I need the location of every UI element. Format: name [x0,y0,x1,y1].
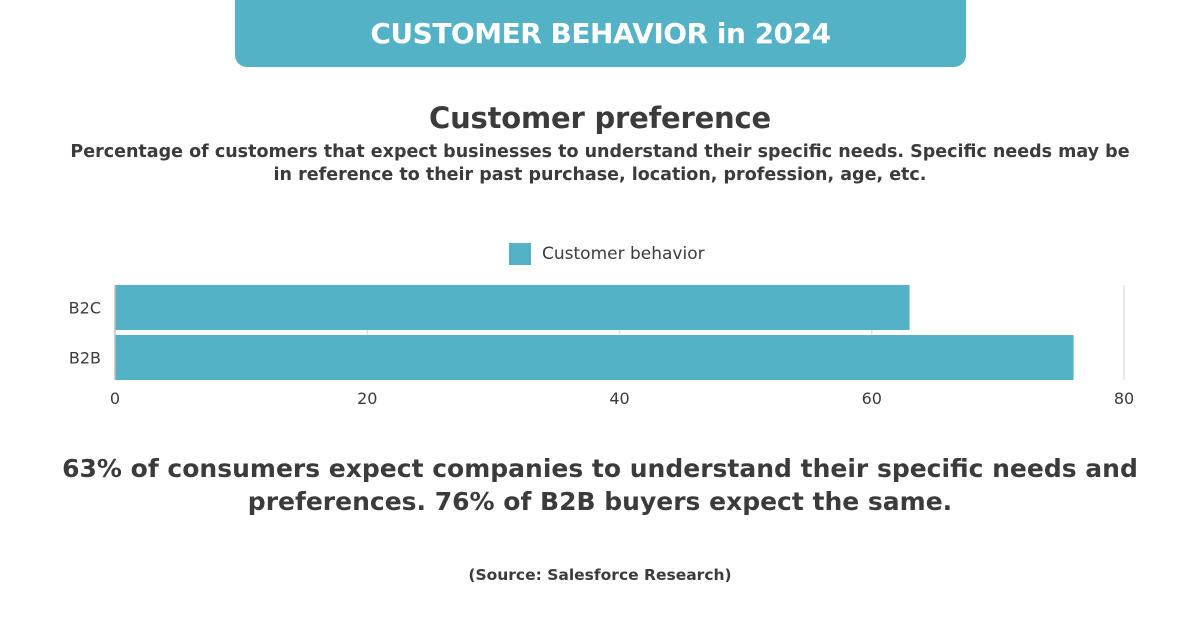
x-tick-label: 20 [357,389,377,408]
legend-swatch [509,243,531,265]
legend-label: Customer behavior [542,244,705,264]
chart-title: Customer preference [429,101,771,135]
chart-legend: Customer behavior [509,243,705,265]
bar-chart: 0 20 40 60 80 B2C B2B [69,285,1134,408]
x-tick-label: 40 [609,389,629,408]
banner-title: CUSTOMER BEHAVIOR in 2024 [370,17,831,50]
x-tick-label: 0 [110,389,120,408]
summary-text: 63% of consumers expect companies to und… [62,454,1138,516]
x-tick-label: 60 [862,389,882,408]
source-note: (Source: Salesforce Research) [468,566,732,584]
bar-b2b [115,335,1074,380]
chart-subtitle: Percentage of customers that expect busi… [70,142,1130,185]
bar-b2c [115,285,910,330]
header-banner: CUSTOMER BEHAVIOR in 2024 [235,0,966,67]
y-category-label: B2C [69,299,101,318]
y-category-label: B2B [69,349,101,368]
x-tick-label: 80 [1114,389,1134,408]
